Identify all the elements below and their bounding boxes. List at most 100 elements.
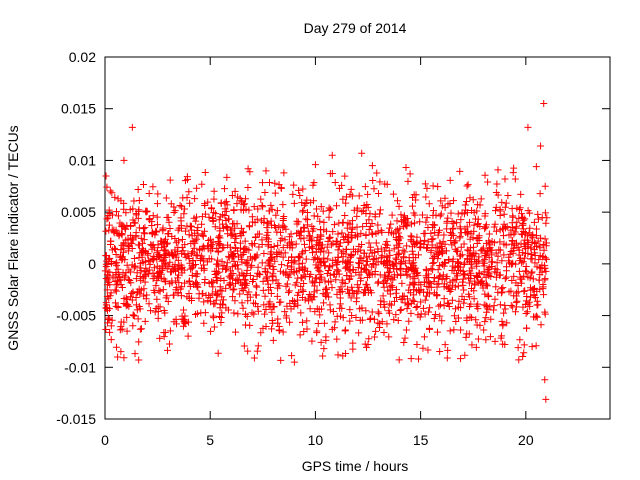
data-point bbox=[300, 223, 308, 231]
data-point bbox=[368, 249, 376, 257]
data-point bbox=[454, 210, 462, 218]
data-point bbox=[343, 245, 351, 253]
data-point bbox=[132, 275, 140, 283]
data-point bbox=[475, 253, 483, 261]
data-point bbox=[245, 288, 253, 296]
data-point bbox=[321, 262, 329, 270]
data-point bbox=[357, 246, 365, 254]
data-point bbox=[481, 318, 489, 326]
data-points bbox=[101, 100, 551, 403]
data-point bbox=[324, 237, 332, 245]
data-point bbox=[392, 254, 400, 262]
data-point bbox=[368, 162, 376, 170]
data-point bbox=[462, 206, 470, 214]
data-point bbox=[121, 274, 129, 282]
data-point bbox=[128, 289, 136, 297]
data-point bbox=[498, 257, 506, 265]
data-point bbox=[162, 194, 170, 202]
data-point bbox=[222, 284, 230, 292]
data-point bbox=[149, 212, 157, 220]
data-point bbox=[129, 312, 137, 320]
data-point bbox=[139, 239, 147, 247]
data-point bbox=[422, 265, 430, 273]
data-point bbox=[258, 179, 266, 187]
data-point bbox=[365, 226, 373, 234]
data-point bbox=[425, 278, 433, 286]
data-point bbox=[106, 268, 114, 276]
data-point bbox=[334, 230, 342, 238]
data-point bbox=[283, 302, 291, 310]
data-point bbox=[440, 302, 448, 310]
data-point bbox=[254, 263, 262, 271]
data-point bbox=[254, 342, 262, 350]
data-point bbox=[193, 184, 201, 192]
data-point bbox=[521, 250, 529, 258]
data-point bbox=[313, 205, 321, 213]
data-point bbox=[329, 308, 337, 316]
data-point bbox=[381, 180, 389, 188]
data-point bbox=[145, 270, 153, 278]
data-point bbox=[243, 266, 251, 274]
data-point bbox=[401, 213, 409, 221]
data-point bbox=[160, 238, 168, 246]
data-point bbox=[355, 259, 363, 267]
data-point bbox=[248, 261, 256, 269]
data-point bbox=[272, 211, 280, 219]
data-point bbox=[388, 211, 396, 219]
data-point bbox=[528, 343, 536, 351]
data-point bbox=[398, 218, 406, 226]
data-point bbox=[250, 203, 258, 211]
data-point bbox=[229, 275, 237, 283]
data-point bbox=[175, 224, 183, 232]
data-point bbox=[295, 252, 303, 260]
data-point bbox=[437, 301, 445, 309]
data-point bbox=[435, 226, 443, 234]
data-point bbox=[507, 226, 515, 234]
data-point bbox=[302, 215, 310, 223]
data-point bbox=[470, 249, 478, 257]
data-point bbox=[403, 218, 411, 226]
data-point bbox=[178, 283, 186, 291]
data-point bbox=[371, 270, 379, 278]
data-point bbox=[390, 297, 398, 305]
data-point bbox=[466, 267, 474, 275]
data-point bbox=[534, 210, 542, 218]
data-point bbox=[435, 280, 443, 288]
data-point bbox=[198, 180, 206, 188]
data-point bbox=[280, 169, 288, 177]
data-point bbox=[521, 287, 529, 295]
data-point bbox=[494, 166, 502, 174]
data-point bbox=[454, 303, 462, 311]
data-point bbox=[501, 275, 509, 283]
data-point bbox=[484, 268, 492, 276]
data-point bbox=[406, 170, 414, 178]
data-point bbox=[429, 235, 437, 243]
data-point bbox=[517, 230, 525, 238]
data-point bbox=[389, 276, 397, 284]
data-point bbox=[287, 305, 295, 313]
data-point bbox=[423, 283, 431, 291]
data-point bbox=[509, 237, 517, 245]
data-point bbox=[317, 338, 325, 346]
data-point bbox=[158, 257, 166, 265]
data-point bbox=[278, 261, 286, 269]
data-point bbox=[168, 250, 176, 258]
data-point bbox=[372, 327, 380, 335]
data-point bbox=[183, 293, 191, 301]
data-point bbox=[285, 287, 293, 295]
data-point bbox=[433, 328, 441, 336]
data-point bbox=[196, 246, 204, 254]
data-point bbox=[402, 221, 410, 229]
data-point bbox=[168, 232, 176, 240]
data-point bbox=[166, 176, 174, 184]
data-point bbox=[330, 324, 338, 332]
data-point bbox=[153, 272, 161, 280]
x-tick-label: 15 bbox=[413, 432, 429, 448]
data-point bbox=[252, 282, 260, 290]
data-point bbox=[104, 319, 112, 327]
data-point bbox=[322, 227, 330, 235]
data-point bbox=[307, 199, 315, 207]
data-point bbox=[213, 292, 221, 300]
data-point bbox=[348, 217, 356, 225]
data-point bbox=[129, 236, 137, 244]
